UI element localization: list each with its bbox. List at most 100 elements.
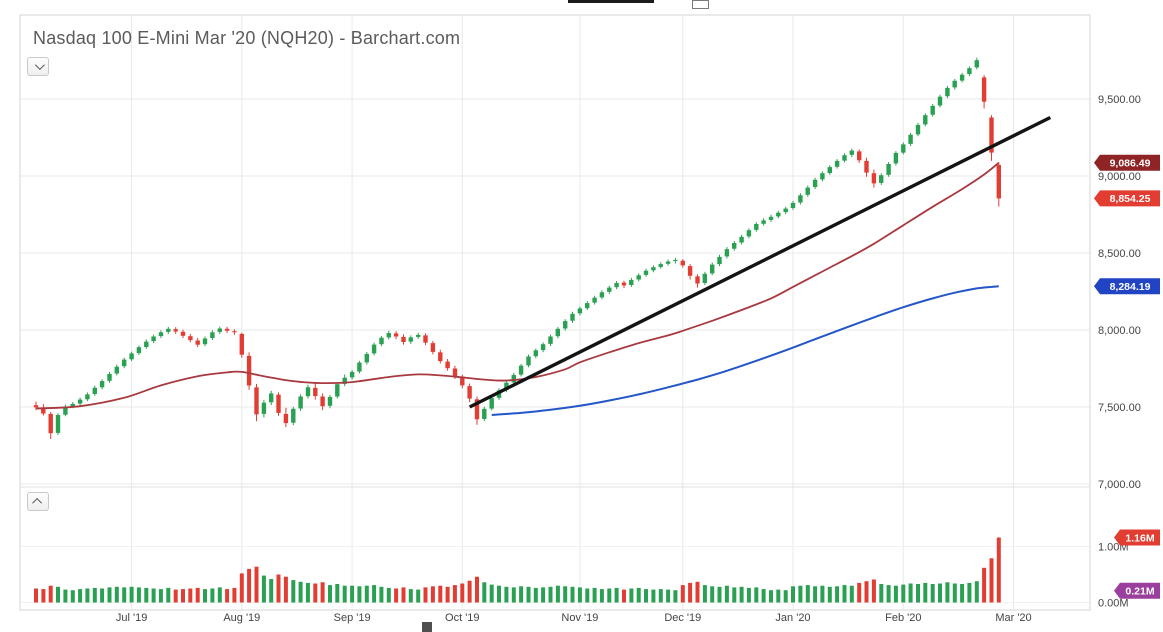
candle-body	[937, 96, 943, 106]
volume-bar	[710, 586, 715, 603]
volume-bar	[423, 587, 428, 603]
volume-bar	[923, 582, 928, 603]
candle-body	[173, 329, 178, 332]
volume-bar	[893, 585, 898, 603]
candle-body	[210, 332, 215, 338]
svg-text:8,284.19: 8,284.19	[1110, 281, 1151, 293]
price-axis-tick-label: 8,500.00	[1098, 248, 1141, 260]
time-axis-tick-label: Jan '20	[775, 612, 810, 624]
svg-text:8,854.25: 8,854.25	[1110, 193, 1151, 205]
scrollbar-fragment[interactable]	[422, 622, 432, 632]
chart-title: Nasdaq 100 E-Mini Mar '20 (NQH20) - Barc…	[33, 28, 461, 48]
volume-bar	[960, 584, 965, 603]
volume-bar	[350, 585, 355, 603]
gridlines-layer	[20, 15, 1090, 610]
volume-bar	[188, 588, 193, 603]
candle-body	[276, 394, 281, 413]
volume-bar	[622, 589, 626, 603]
candle-body	[239, 333, 244, 355]
volume-bar	[136, 587, 141, 603]
volume-bar	[291, 580, 296, 603]
volume-bar	[239, 573, 244, 603]
candle-body	[592, 297, 597, 303]
volume-bar	[563, 586, 568, 603]
volume-bar	[585, 588, 590, 603]
toolbar-fragment-line	[568, 0, 654, 3]
candle-body	[144, 341, 149, 347]
candle-body	[401, 336, 406, 342]
candle-body	[739, 236, 744, 243]
volume-bar	[497, 585, 501, 603]
volume-bar	[908, 583, 913, 603]
candle-body	[555, 328, 560, 337]
candle-body	[930, 105, 935, 115]
volume-bar	[320, 582, 325, 603]
volume-bar	[952, 583, 957, 603]
candle-body	[585, 303, 590, 309]
candle-body	[805, 187, 810, 195]
volume-bar	[261, 575, 266, 603]
volume-bar	[41, 589, 46, 603]
volume-bar	[842, 585, 847, 603]
volume-bar	[100, 588, 105, 603]
volume-bar	[526, 586, 531, 603]
candle-body	[599, 292, 605, 298]
candle-body	[224, 328, 230, 331]
volume-bar	[467, 580, 472, 603]
volume-bar	[849, 585, 854, 603]
toolbar-fragment-box[interactable]	[692, 0, 709, 9]
volume-bar	[394, 588, 399, 603]
volume-bar	[56, 586, 60, 603]
volume-bar	[989, 558, 994, 603]
volume-bar	[688, 582, 693, 603]
candle-body	[746, 230, 752, 237]
candle-body	[261, 402, 267, 414]
volume-bar	[886, 585, 891, 603]
volume-bar	[203, 589, 207, 603]
volume-bar	[555, 585, 560, 603]
volume-bar	[967, 582, 972, 603]
candle-body	[114, 366, 119, 374]
volume-bar	[879, 584, 884, 603]
candle-body	[651, 267, 656, 271]
candle-body	[952, 80, 957, 88]
time-axis-tick-label: Nov '19	[561, 612, 598, 624]
volume-bar	[548, 586, 553, 603]
candle-body	[460, 376, 465, 386]
time-axis-tick-label: Oct '19	[445, 612, 480, 624]
time-axis-tick-label: Mar '20	[995, 612, 1031, 624]
time-axis-tick-label: Jul '19	[116, 612, 147, 624]
candle-body	[327, 397, 333, 406]
volume-bar	[776, 589, 781, 603]
candle-body	[445, 361, 450, 369]
volume-bar	[570, 586, 575, 603]
volume-bar	[372, 585, 377, 603]
candle-body	[371, 344, 377, 354]
candle-body	[702, 273, 707, 283]
candles-layer	[33, 57, 1001, 439]
candle-body	[298, 396, 303, 409]
volume-bar	[475, 576, 479, 603]
volume-bar	[827, 586, 832, 603]
volume-bar	[651, 589, 656, 603]
volume-pane-collapse-button[interactable]	[27, 492, 49, 511]
volume-bar	[452, 585, 457, 603]
volume-bar	[151, 588, 156, 603]
volume-bar	[416, 589, 421, 603]
candle-body	[99, 381, 105, 388]
volume-bar	[974, 581, 979, 603]
candle-body	[423, 335, 428, 343]
volume-bar	[592, 587, 597, 603]
volume-bar	[798, 585, 803, 603]
trendline[interactable]	[468, 115, 1052, 409]
candle-body	[886, 164, 891, 175]
volume-bar	[511, 587, 516, 603]
volume-bar	[945, 582, 950, 603]
candle-body	[776, 212, 781, 217]
volume-bar	[48, 585, 53, 603]
volume-bars-layer	[34, 537, 1001, 603]
chart-tools-dropdown-button[interactable]	[27, 57, 49, 76]
volume-bar	[129, 586, 134, 603]
candle-body	[269, 393, 274, 403]
